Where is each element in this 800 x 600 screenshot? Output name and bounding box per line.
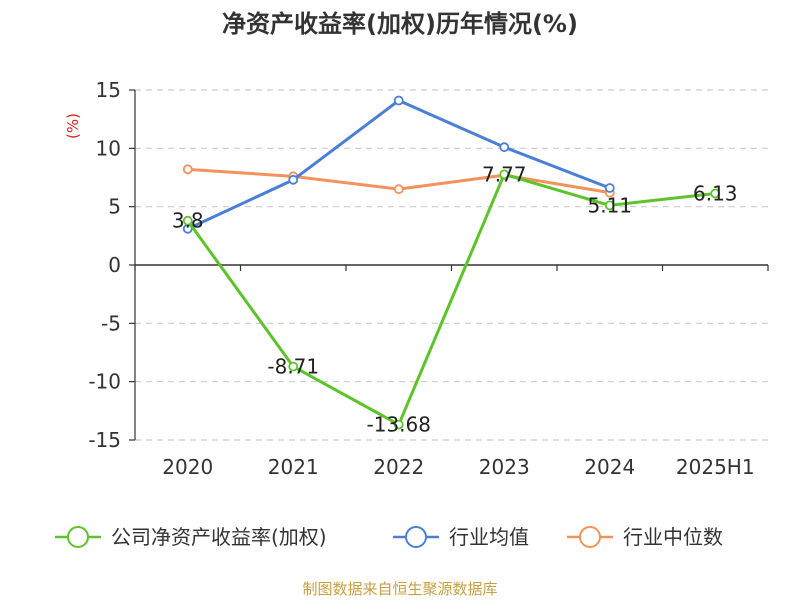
data-point xyxy=(499,169,510,180)
legend-label: 行业中位数 xyxy=(623,525,723,549)
x-tick-label: 2024 xyxy=(584,455,635,479)
legend-label: 公司净资产收益率(加权) xyxy=(111,525,327,549)
legend-marker xyxy=(405,526,427,548)
source-note: 制图数据来自恒生聚源数据库 xyxy=(302,580,497,598)
data-point xyxy=(182,164,193,175)
chart-title: 净资产收益率(加权)历年情况(%) xyxy=(222,10,578,38)
y-tick-labels: 15 10 5 0 -5 -10 -15 xyxy=(88,78,121,452)
data-point xyxy=(393,419,404,430)
legend-marker xyxy=(579,526,601,548)
x-tick-label: 2023 xyxy=(479,455,530,479)
data-point xyxy=(393,95,404,106)
data-point xyxy=(499,142,510,153)
data-label: -13.68 xyxy=(367,413,431,437)
y-tick-label: -10 xyxy=(88,370,121,394)
data-point xyxy=(288,174,299,185)
data-point xyxy=(604,200,615,211)
x-tick-labels: 2020 2021 2022 2023 2024 2025H1 xyxy=(162,455,754,479)
legend: 公司净资产收益率(加权) 行业均值 行业中位数 xyxy=(55,525,723,549)
data-point xyxy=(182,215,193,226)
data-point xyxy=(604,183,615,193)
legend-label: 行业均值 xyxy=(449,525,529,549)
data-label: -8.71 xyxy=(267,355,319,379)
y-tick-label: 5 xyxy=(108,195,121,219)
data-label: 5.11 xyxy=(587,193,632,217)
x-tick-label: 2020 xyxy=(162,455,213,479)
data-label: 3.8 xyxy=(172,209,204,233)
data-label: 6.13 xyxy=(693,181,738,205)
y-tick-label: 10 xyxy=(96,136,121,160)
legend-marker xyxy=(67,526,89,548)
axes xyxy=(129,89,769,441)
series-line xyxy=(186,172,716,427)
y-tick-label: -15 xyxy=(88,428,121,452)
data-point xyxy=(288,361,299,372)
x-tick-label: 2021 xyxy=(268,455,319,479)
y-axis-label: (%) xyxy=(64,113,82,139)
data-label: 7.77 xyxy=(482,162,527,186)
data-point xyxy=(393,184,404,195)
data-labels: 3.8 -8.71 -13.68 7.77 5.11 6.13 xyxy=(172,162,738,436)
data-point xyxy=(710,188,721,199)
x-tick-label: 2025H1 xyxy=(676,455,755,479)
series-group xyxy=(182,95,721,430)
y-tick-label: -5 xyxy=(101,311,121,335)
x-tick-label: 2022 xyxy=(373,455,424,479)
y-tick-label: 15 xyxy=(96,78,121,102)
series-line xyxy=(187,99,611,231)
y-tick-label: 0 xyxy=(108,253,121,277)
